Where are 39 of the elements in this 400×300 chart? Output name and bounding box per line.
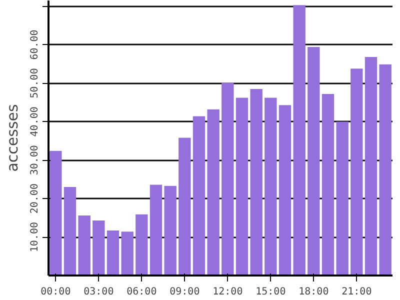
bar bbox=[164, 186, 176, 276]
bar bbox=[264, 98, 277, 276]
bar bbox=[106, 230, 120, 276]
x-tick-label: 06:00 bbox=[126, 286, 157, 298]
x-tick-label: 21:00 bbox=[342, 286, 372, 298]
bar bbox=[192, 116, 206, 276]
bar bbox=[350, 68, 363, 276]
bar bbox=[322, 94, 334, 276]
bar bbox=[250, 88, 262, 276]
x-tick-label: 15:00 bbox=[256, 286, 286, 298]
bar bbox=[336, 122, 348, 276]
bar bbox=[136, 214, 148, 276]
x-tick-label: 09:00 bbox=[170, 286, 200, 298]
y-tick-label: 50.00 bbox=[30, 68, 40, 98]
bar bbox=[150, 184, 162, 276]
y-tick-label: 40.00 bbox=[30, 106, 40, 137]
x-tick-label: 12:00 bbox=[212, 286, 243, 298]
bar bbox=[207, 109, 220, 276]
bar bbox=[50, 150, 62, 276]
y-tick-label: 60.00 bbox=[30, 30, 40, 60]
x-tick-label: 18:00 bbox=[298, 286, 329, 298]
y-axis-title: accesses bbox=[4, 104, 22, 172]
bar bbox=[293, 5, 306, 276]
bar bbox=[64, 187, 76, 276]
y-tick-label: 10.00 bbox=[30, 222, 40, 252]
bar bbox=[92, 220, 105, 276]
bar bbox=[222, 82, 234, 276]
bar bbox=[178, 138, 191, 276]
x-tick-label: 03:00 bbox=[84, 286, 114, 298]
bar bbox=[379, 64, 392, 276]
bar bbox=[278, 105, 292, 276]
bar bbox=[78, 216, 90, 276]
bar bbox=[236, 98, 248, 276]
y-tick-label: 20.00 bbox=[30, 184, 40, 214]
bar bbox=[308, 47, 320, 276]
x-tick-label: 00:00 bbox=[40, 286, 71, 298]
bar bbox=[121, 232, 134, 276]
y-tick-label: 30.00 bbox=[30, 145, 40, 176]
bar bbox=[364, 57, 378, 276]
